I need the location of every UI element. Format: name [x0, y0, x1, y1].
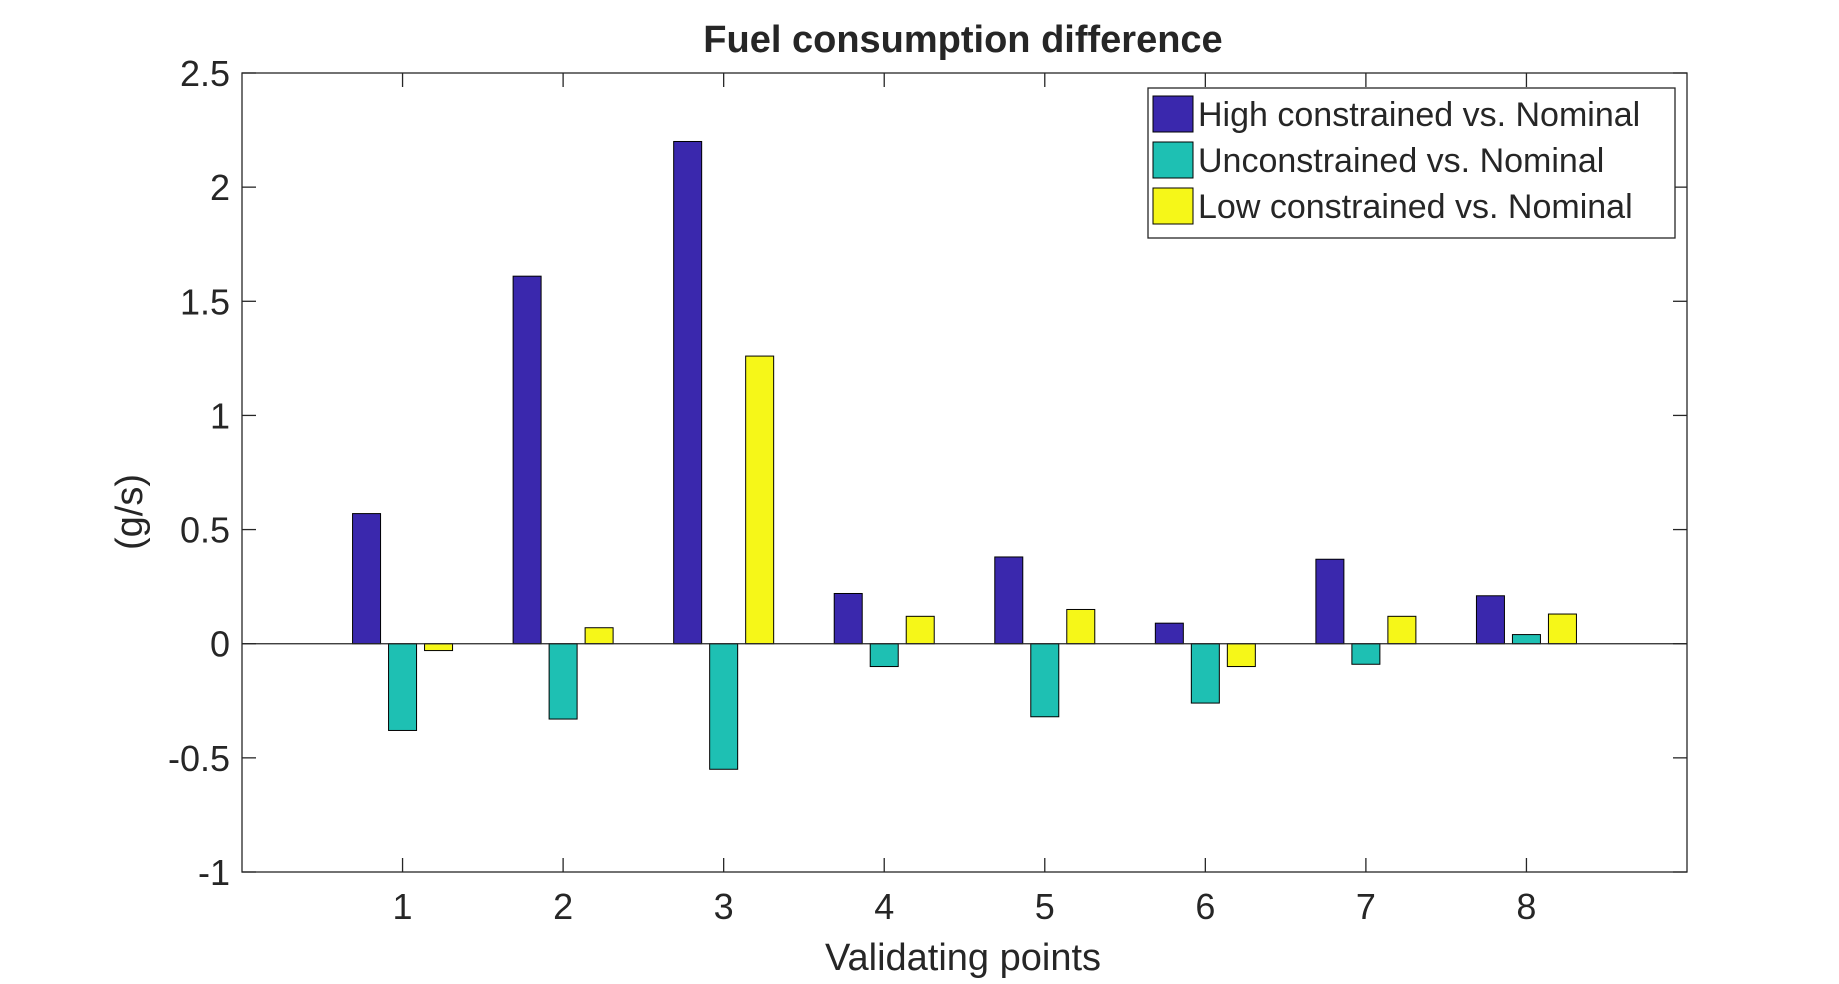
- bar-1-2: [512, 275, 542, 645]
- legend-entry: High constrained vs. Nominal: [1198, 96, 1640, 134]
- bar-1-4: [833, 592, 863, 645]
- y-tick-label: 2.5: [180, 53, 230, 94]
- bar-2-6: [1190, 643, 1220, 704]
- bar-3-7: [1387, 615, 1417, 645]
- bar-3-1: [424, 643, 454, 652]
- x-tick-label: 6: [1195, 886, 1215, 927]
- x-tick-label: 4: [874, 886, 894, 927]
- x-tick-label: 2: [553, 886, 573, 927]
- bar-1-8: [1475, 595, 1505, 645]
- y-tick-label: 1: [210, 395, 230, 436]
- legend: High constrained vs. Nominal Unconstraine…: [1147, 87, 1676, 239]
- y-tick-label: -1: [198, 852, 230, 893]
- bar-1-1: [352, 513, 382, 645]
- bar-2-2: [548, 643, 578, 720]
- bar-2-4: [869, 643, 899, 668]
- bar-1-5: [994, 556, 1024, 645]
- y-axis-label: (g/s): [109, 474, 151, 550]
- legend-entry: Low constrained vs. Nominal: [1198, 188, 1633, 226]
- x-axis-label: Validating points: [825, 937, 1101, 979]
- bar-3-5: [1066, 608, 1096, 645]
- bar-3-4: [905, 615, 935, 645]
- legend-swatch: [1152, 95, 1194, 133]
- legend-swatch: [1152, 141, 1194, 179]
- bar-3-3: [745, 355, 775, 645]
- y-tick-label: 0: [210, 624, 230, 665]
- y-tick-label: -0.5: [168, 738, 230, 779]
- bar-1-7: [1315, 558, 1345, 645]
- x-tick-label: 3: [714, 886, 734, 927]
- x-tick-label: 1: [393, 886, 413, 927]
- bar-2-8: [1511, 634, 1541, 645]
- legend-swatch: [1152, 187, 1194, 225]
- x-tick-label: 8: [1516, 886, 1536, 927]
- legend-box: [1147, 87, 1676, 239]
- legend-entry: Unconstrained vs. Nominal: [1198, 142, 1604, 180]
- chart-title: Fuel consumption difference: [703, 19, 1222, 61]
- x-tick-label: 5: [1035, 886, 1055, 927]
- bar-3-2: [584, 627, 614, 645]
- bar-2-5: [1030, 643, 1060, 718]
- bar-3-6: [1226, 643, 1256, 668]
- bar-2-3: [709, 643, 739, 770]
- bar-2-1: [388, 643, 418, 731]
- x-tick-label: 7: [1356, 886, 1376, 927]
- bar-3-8: [1547, 613, 1577, 645]
- bar-2-7: [1351, 643, 1381, 665]
- y-tick-label: 0.5: [180, 510, 230, 551]
- y-tick-label: 2: [210, 167, 230, 208]
- y-tick-label: 1.5: [180, 281, 230, 322]
- bar-1-6: [1154, 622, 1184, 645]
- bar-1-3: [673, 140, 703, 645]
